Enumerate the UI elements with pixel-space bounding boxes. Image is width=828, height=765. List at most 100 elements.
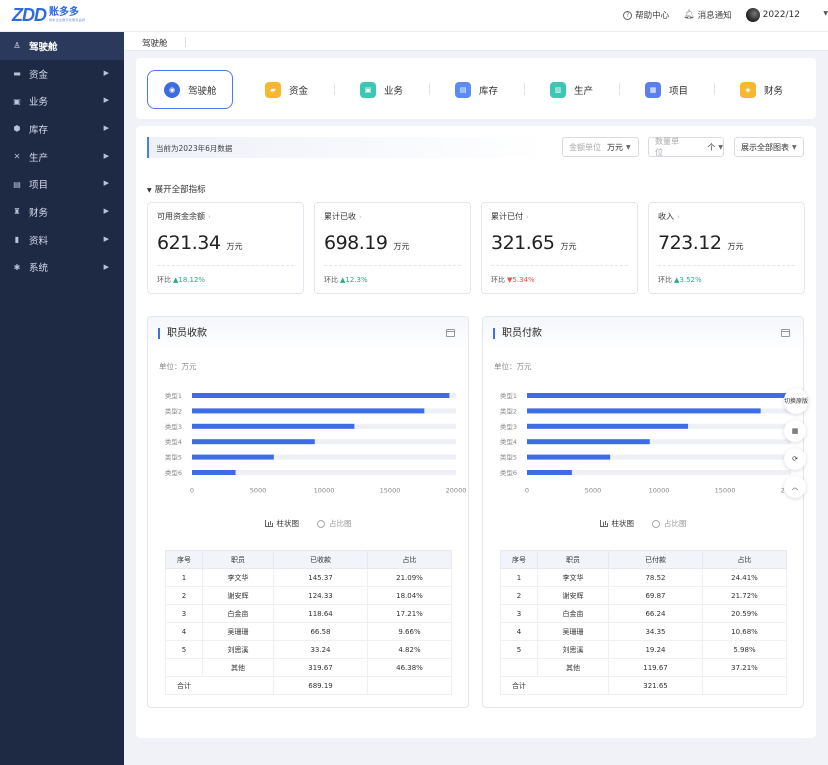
- kpi-change-value: 18.12%: [178, 276, 206, 284]
- table-total-row: 合计 689.19: [165, 676, 452, 695]
- sidebar-item-cockpit[interactable]: ♙ 驾驶舱: [0, 32, 124, 60]
- chevron-right-icon: ▶: [103, 207, 109, 216]
- show-all-charts-select[interactable]: 展示全部图表 ▼: [734, 137, 804, 157]
- help-icon: ?: [623, 10, 633, 20]
- module-tab-project[interactable]: ▦ 项目: [645, 70, 688, 109]
- bar: [527, 454, 611, 460]
- kpi-change-value: 12.3%: [345, 276, 368, 284]
- chevron-right-icon: ▶: [103, 124, 109, 133]
- kpi-label: 累计已收: [324, 212, 356, 221]
- divider: [429, 83, 430, 95]
- bar: [527, 423, 689, 429]
- finance-icon: ♜: [13, 207, 21, 217]
- calendar-icon[interactable]: [781, 329, 790, 337]
- bar: [527, 470, 572, 475]
- period-selector[interactable]: 2022/12 ▼: [745, 8, 828, 22]
- bar-chart-toggle[interactable]: 柱状图: [599, 518, 635, 529]
- pie-chart-icon: [652, 519, 660, 528]
- expand-label: 展开全部指标: [154, 185, 206, 195]
- bar: [192, 439, 315, 445]
- sidebar-item-label: 驾驶舱: [29, 41, 58, 53]
- bar-track: [527, 439, 791, 445]
- bar: [527, 439, 650, 445]
- sidebar-item-system[interactable]: ✱ 系统 ▶: [0, 254, 124, 282]
- dashboard-content: 当前为2023年6月数据 金额单位 万元 ▼ 数量单位 个 ▼ 展示全部图表 ▼…: [136, 126, 816, 738]
- sidebar-item-finance[interactable]: ♜ 财务 ▶: [0, 198, 124, 226]
- folder-icon: ▦: [645, 81, 661, 98]
- module-tab-fund[interactable]: ▰ 资金: [265, 70, 308, 109]
- refresh-icon[interactable]: ⟳: [784, 448, 806, 470]
- divider: [524, 83, 525, 95]
- notifications-link[interactable]: 🔔︎ 消息通知: [683, 9, 731, 21]
- switch-version-button[interactable]: 切换原版: [784, 388, 808, 414]
- quantity-unit-select[interactable]: 数量单位 个 ▼: [648, 137, 724, 157]
- pie-chart-toggle[interactable]: 占比图: [652, 518, 687, 529]
- x-tick-label: 5000: [250, 486, 267, 494]
- staff-receipts-table: 序号 职员 已收款 占比 1 李文华 145.37 21.09% 2 谢安辉 124.33…: [165, 550, 452, 695]
- calendar-icon[interactable]: ▦: [784, 420, 806, 442]
- sidebar-item-fund[interactable]: ▬ 资金 ▶: [0, 60, 124, 88]
- sidebar-item-production[interactable]: ✕ 生产 ▶: [0, 143, 124, 171]
- table-row: 3 白金亩 66.24 20.59%: [500, 604, 787, 623]
- toggle-label: 柱状图: [611, 519, 635, 528]
- kpi-card-total-paid[interactable]: 累计已付 › 321.65 万元 环比 ▼5.34%: [481, 202, 638, 294]
- floating-toolbar: 切换原版 ▦ ⟳ ︿: [784, 388, 808, 504]
- pie-chart-toggle[interactable]: 占比图: [317, 518, 352, 529]
- x-tick-label: 10000: [314, 486, 335, 494]
- module-tab-cockpit[interactable]: ◉ 驾驶舱: [147, 70, 233, 109]
- bar-chart-icon: [264, 520, 273, 527]
- module-tab-inventory[interactable]: ▤ 库存: [455, 70, 498, 109]
- table-row: 4 吴珊珊 34.35 10.68%: [500, 622, 787, 641]
- quantity-unit-label: 数量单位: [655, 137, 679, 157]
- kpi-label: 累计已付: [491, 212, 523, 221]
- inventory-icon: ⬢: [13, 124, 21, 134]
- sidebar-item-business[interactable]: ▣ 业务 ▶: [0, 87, 124, 115]
- card-title: 职员付款: [493, 328, 542, 339]
- calendar-icon[interactable]: [446, 329, 455, 337]
- divider: [714, 83, 715, 95]
- divider: [491, 265, 628, 266]
- amount-unit-select[interactable]: 金额单位 万元 ▼: [562, 137, 639, 157]
- table-row: 其他 319.67 46.38%: [165, 658, 452, 677]
- sidebar-item-label: 财务: [29, 207, 49, 219]
- kpi-change-label: 环比: [324, 276, 338, 284]
- bar-chart-toggle[interactable]: 柱状图: [264, 518, 299, 529]
- sidebar-item-documents[interactable]: ▮ 资料 ▶: [0, 226, 124, 254]
- breadcrumb-tab-cockpit[interactable]: 驾驶舱: [142, 39, 168, 49]
- table-total-row: 合计 321.65: [500, 676, 787, 695]
- bar-track: [527, 470, 791, 475]
- chevron-right-icon: ▶: [103, 151, 109, 160]
- module-tab-business[interactable]: ▣ 业务: [360, 70, 403, 109]
- column-header: 已付款: [608, 550, 703, 569]
- back-to-top-icon[interactable]: ︿: [784, 476, 806, 498]
- kpi-card-total-received[interactable]: 累计已收 › 698.19 万元 环比 ▲12.3%: [314, 202, 471, 294]
- kpi-card-available-funds[interactable]: 可用资金余额 › 621.34 万元 环比 ▲18.12%: [147, 202, 304, 294]
- unit-note: 单位：万元: [159, 362, 197, 371]
- module-tab-label: 驾驶舱: [188, 85, 217, 97]
- table-row: 1 李文华 78.52 24.41%: [500, 568, 787, 587]
- toggle-label: 占比图: [329, 519, 352, 528]
- kpi-change-label: 环比: [491, 276, 505, 284]
- module-tabs: ◉ 驾驶舱 ▰ 资金 ▣ 业务 ▤ 库存 ▥ 生产 ▦ 项目 ◈ 财务: [136, 58, 816, 119]
- table-row: 2 谢安辉 69.87 21.72%: [500, 586, 787, 605]
- table-row: 1 李文华 145.37 21.09%: [165, 568, 452, 587]
- kpi-card-revenue[interactable]: 收入 › 723.12 万元 环比 ▲3.52%: [648, 202, 805, 294]
- sidebar-item-project[interactable]: ▤ 项目 ▶: [0, 170, 124, 198]
- factory-icon: ▥: [550, 81, 566, 98]
- module-tab-production[interactable]: ▥ 生产: [550, 70, 593, 109]
- bar-track: [192, 439, 456, 445]
- expand-all-indicators[interactable]: ▼ 展开全部指标: [147, 183, 206, 195]
- module-tab-finance[interactable]: ◈ 财务: [740, 70, 783, 109]
- data-period-note: 当前为2023年6月数据: [147, 137, 547, 158]
- category-label: 类型1: [165, 391, 182, 400]
- help-center-link[interactable]: ? 帮助中心: [623, 9, 669, 21]
- module-tab-label: 库存: [479, 85, 499, 97]
- kpi-label: 可用资金余额: [157, 212, 205, 221]
- bell-icon: 🔔︎: [683, 10, 695, 20]
- x-tick-label: 5000: [585, 486, 602, 494]
- sidebar-item-inventory[interactable]: ⬢ 库存 ▶: [0, 115, 124, 143]
- module-tab-label: 生产: [574, 85, 594, 97]
- bar: [192, 393, 450, 398]
- brand-logo[interactable]: ZDD 账多多 财务企业数字化服务品牌: [12, 6, 85, 24]
- help-label: 帮助中心: [635, 11, 670, 21]
